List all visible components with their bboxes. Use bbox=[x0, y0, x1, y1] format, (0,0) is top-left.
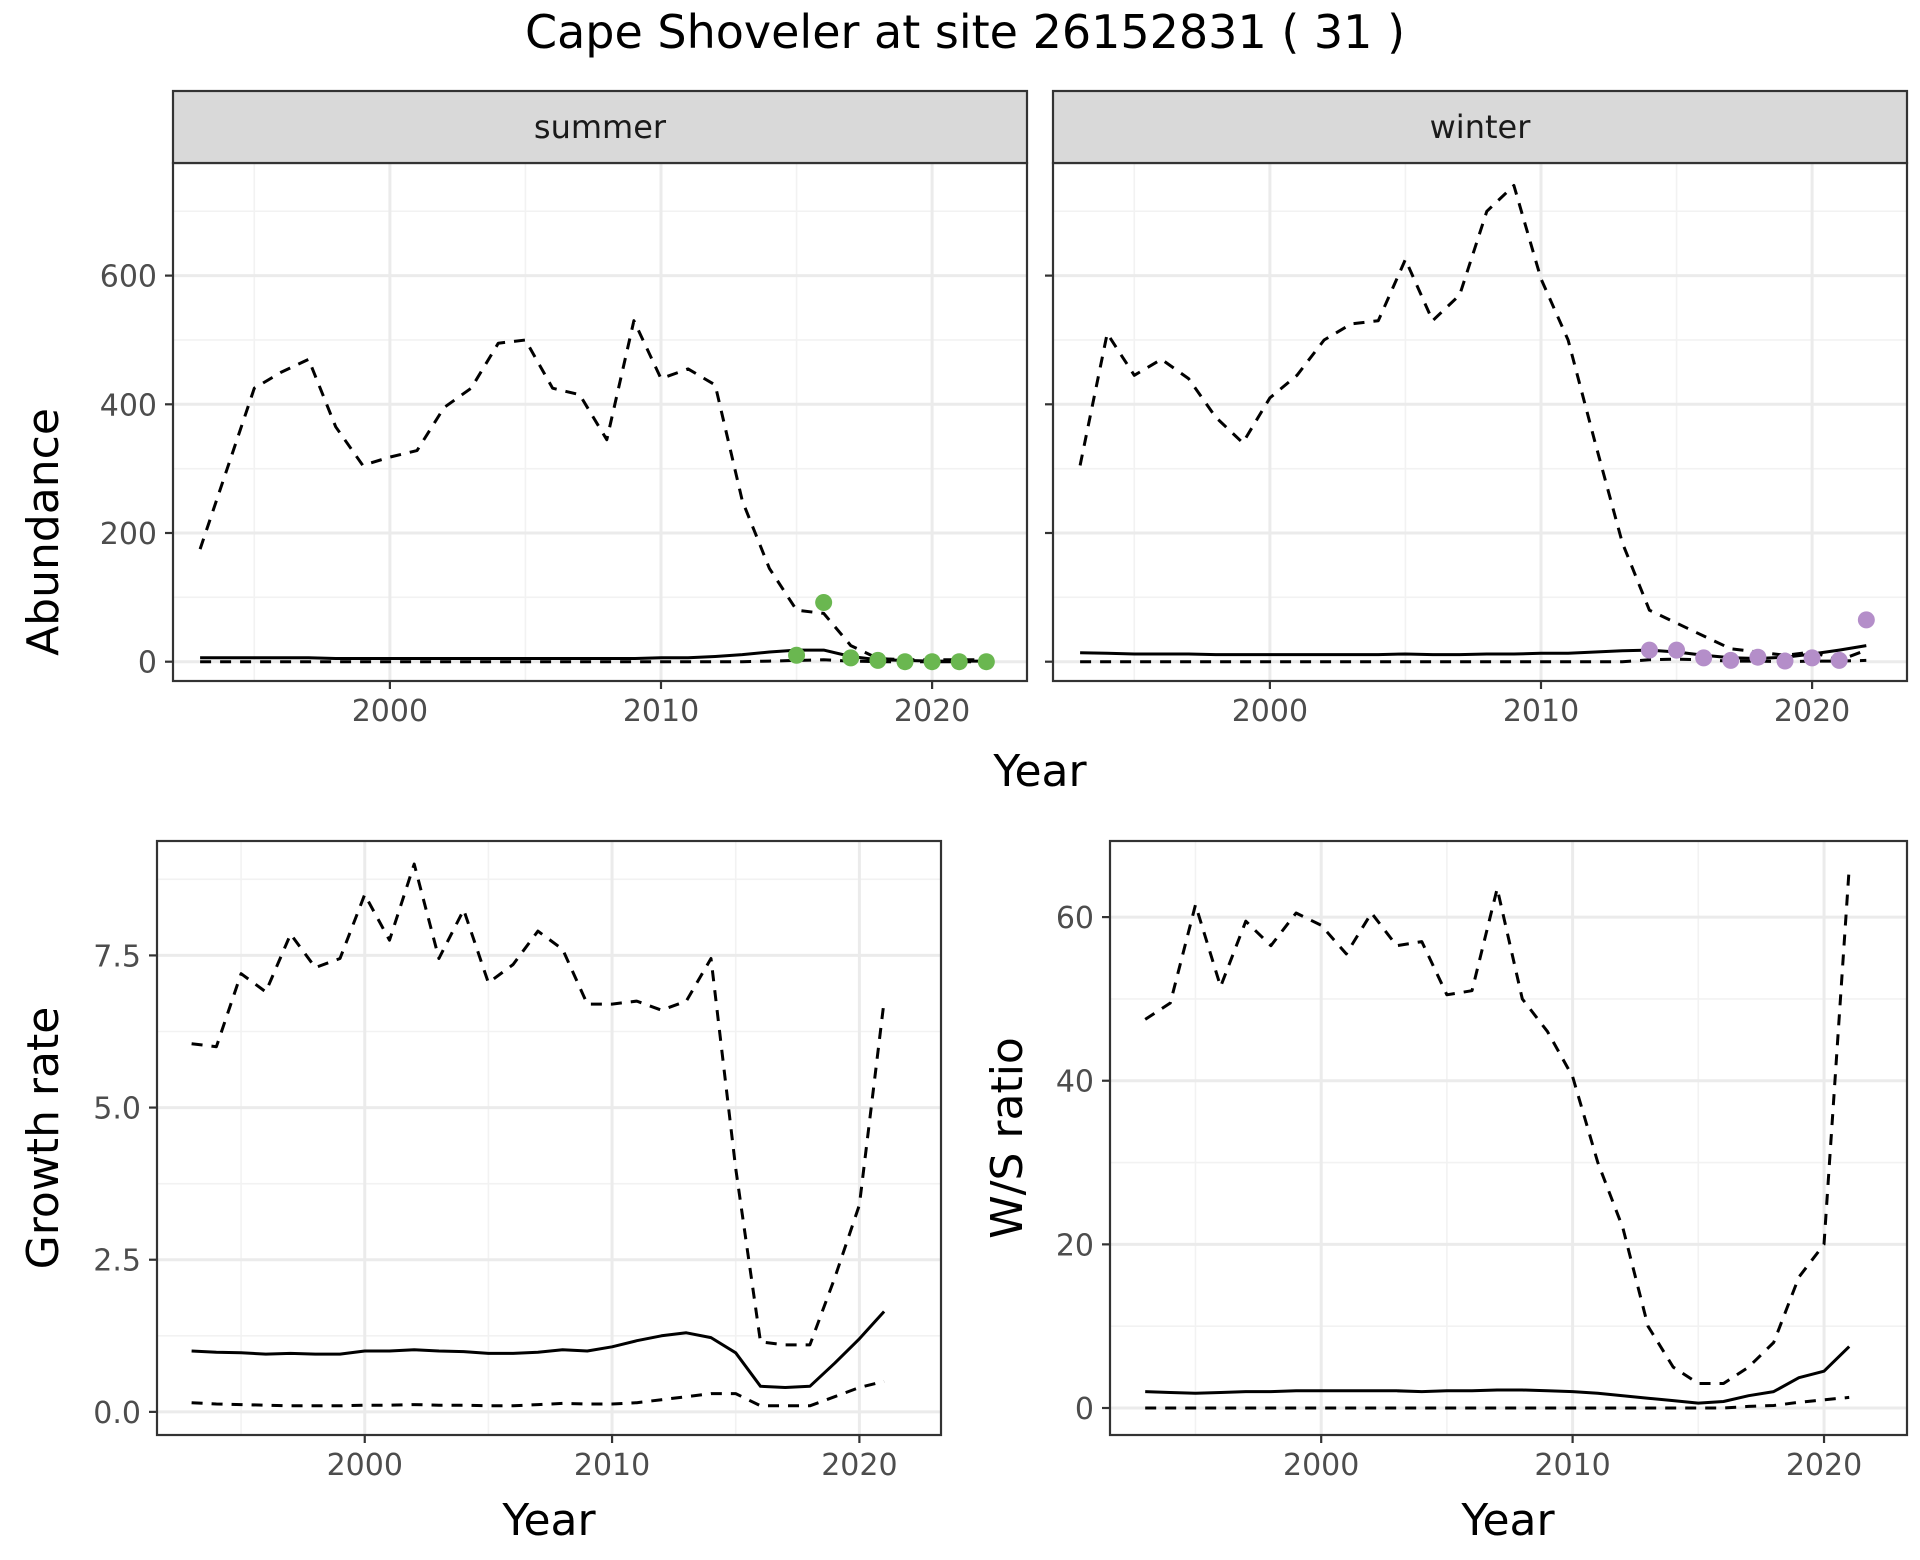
y-tick-label: 40 bbox=[1056, 1065, 1094, 1100]
count-point bbox=[842, 649, 860, 667]
plot-area bbox=[173, 163, 1027, 681]
y-tick-label: 0 bbox=[138, 646, 157, 681]
top-row-x-axis-title: Year bbox=[992, 746, 1087, 797]
x-tick-label: 2010 bbox=[574, 1448, 650, 1483]
count-point bbox=[1803, 649, 1821, 667]
count-point bbox=[1722, 651, 1740, 669]
y-axis-title: Abundance bbox=[18, 408, 69, 656]
y-tick-label: 400 bbox=[100, 388, 157, 423]
y-tick-label: 5.0 bbox=[93, 1092, 141, 1127]
x-tick-label: 2000 bbox=[327, 1448, 403, 1483]
strip-label: winter bbox=[1430, 108, 1532, 146]
x-tick-label: 2010 bbox=[1534, 1448, 1610, 1483]
y-tick-label: 7.5 bbox=[93, 939, 141, 974]
series-line-mean bbox=[191, 1310, 886, 1389]
panel-winter: winter 2000 2010 2020 bbox=[1045, 89, 1909, 729]
count-point bbox=[815, 593, 833, 611]
x-tick-label: 2000 bbox=[352, 694, 428, 729]
y-tick-label: 2.5 bbox=[93, 1244, 141, 1279]
panel-border bbox=[155, 839, 943, 1437]
panel-border bbox=[1108, 839, 1909, 1437]
panel-ws_ratio: 2000 2010 2020 0 20 40 60 W/S ratio Year bbox=[982, 839, 1909, 1546]
x-tick-label: 2000 bbox=[1283, 1448, 1359, 1483]
plot-area bbox=[1053, 163, 1907, 681]
panel-summer: summer 2000 2010 2020 0 200 400 600 Abundance bbox=[18, 89, 1029, 729]
x-tick-label: 2010 bbox=[623, 694, 699, 729]
y-axis-title: W/S ratio bbox=[982, 1037, 1033, 1239]
strip-winter bbox=[1051, 89, 1909, 165]
series-line-mean bbox=[1145, 1345, 1851, 1405]
count-point bbox=[950, 653, 968, 671]
x-axis-title: Year bbox=[1460, 1495, 1555, 1546]
count-point bbox=[1830, 651, 1848, 669]
strip-summer bbox=[171, 89, 1029, 165]
count-point bbox=[923, 653, 941, 671]
count-point bbox=[1668, 641, 1686, 659]
plot-area bbox=[157, 841, 941, 1435]
x-tick-label: 2020 bbox=[821, 1448, 897, 1483]
figure-title: Cape Shoveler at site 26152831 ( 31 ) bbox=[525, 5, 1405, 59]
count-point bbox=[977, 653, 995, 671]
x-tick-label: 2020 bbox=[894, 694, 970, 729]
count-point bbox=[869, 651, 887, 669]
count-point bbox=[1640, 641, 1658, 659]
panel-growth: 2000 2010 2020 0.0 2.5 5.0 7.5 Growth rate Year bbox=[18, 839, 943, 1546]
series-line-upper bbox=[191, 862, 886, 1347]
x-tick-label: 2010 bbox=[1503, 694, 1579, 729]
y-tick-label: 0 bbox=[1075, 1392, 1094, 1427]
count-point bbox=[1857, 611, 1875, 629]
series-line-upper bbox=[1078, 184, 1867, 662]
strip-label: summer bbox=[534, 108, 667, 146]
series-line-upper bbox=[198, 319, 987, 662]
y-tick-label: 600 bbox=[100, 260, 157, 295]
y-tick-label: 0.0 bbox=[93, 1396, 141, 1431]
count-point bbox=[788, 646, 806, 664]
y-tick-label: 200 bbox=[100, 517, 157, 552]
series-line-lower bbox=[1145, 1395, 1850, 1410]
y-tick-label: 20 bbox=[1056, 1228, 1094, 1263]
count-point bbox=[1776, 652, 1794, 670]
x-tick-label: 2020 bbox=[1774, 694, 1850, 729]
x-axis-title: Year bbox=[501, 1495, 596, 1546]
series-line-lower bbox=[191, 1379, 885, 1408]
plot-area bbox=[1110, 841, 1907, 1435]
x-tick-label: 2000 bbox=[1232, 694, 1308, 729]
count-point bbox=[896, 653, 914, 671]
x-tick-label: 2020 bbox=[1786, 1448, 1862, 1483]
count-point bbox=[1695, 649, 1713, 667]
count-point bbox=[1749, 648, 1767, 666]
series-line-upper bbox=[1144, 867, 1851, 1385]
y-tick-label: 60 bbox=[1056, 901, 1094, 936]
y-axis-title: Growth rate bbox=[18, 1007, 69, 1270]
